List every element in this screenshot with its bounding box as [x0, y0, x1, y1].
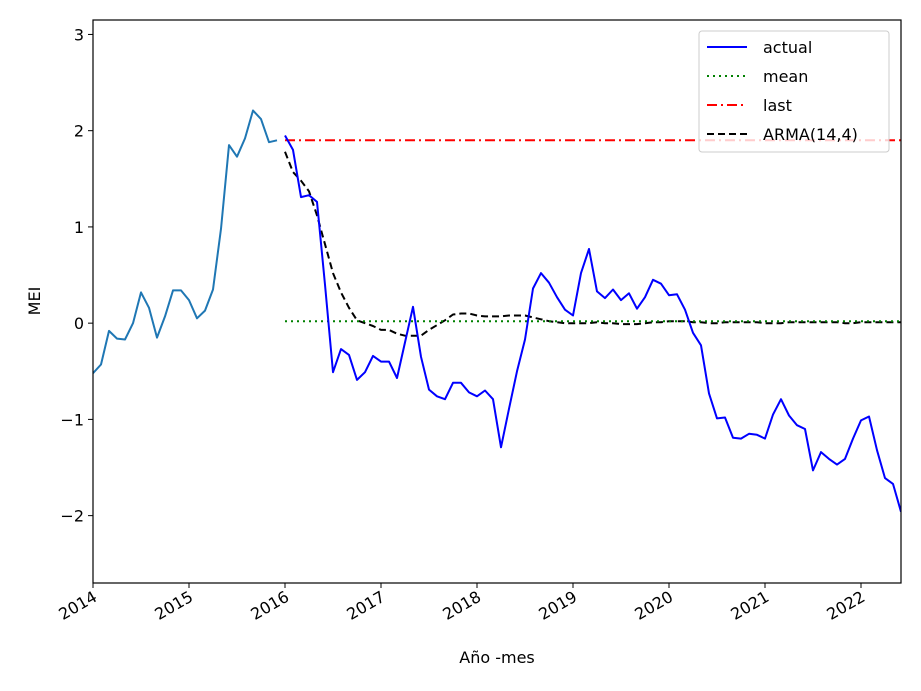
history-series-line	[93, 109, 278, 374]
series-line-actual	[284, 135, 901, 513]
series-line-arma-14-4	[284, 151, 901, 337]
legend-label-actual: actual	[763, 38, 812, 57]
y-tick-label: 0	[74, 314, 84, 333]
y-axis-label: MEI	[25, 287, 44, 316]
y-tick-label: 2	[74, 122, 84, 141]
y-tick-label: 3	[74, 25, 84, 44]
y-tick-label: −2	[60, 507, 84, 526]
legend-box	[698, 30, 890, 153]
y-tick-label: −1	[60, 410, 84, 429]
series-layer	[93, 109, 901, 513]
legend: actual mean last ARMA(14,4)	[698, 30, 890, 153]
legend-label-mean: mean	[763, 67, 808, 86]
y-axis: −2 −1 0 1 2 3	[60, 25, 93, 526]
legend-label-last: last	[763, 96, 792, 115]
legend-label-arma-14-4: ARMA(14,4)	[763, 125, 858, 144]
plot-frame	[92, 19, 902, 584]
x-axis-label: Año -mes	[459, 648, 535, 667]
y-tick-label: 1	[74, 218, 84, 237]
